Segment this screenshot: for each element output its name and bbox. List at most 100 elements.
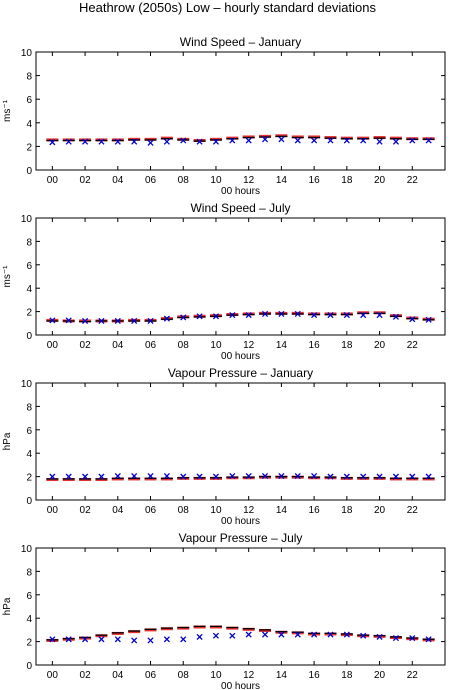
cross-stroke <box>425 137 432 144</box>
cross-mark <box>147 139 154 146</box>
cross-mark <box>147 317 154 325</box>
cross-stroke <box>180 636 187 643</box>
cross-stroke <box>49 473 56 480</box>
x-tick-label: 08 <box>178 175 190 186</box>
x-tick-label: 14 <box>276 670 288 681</box>
x-tick-label: 00 <box>47 340 59 351</box>
cross-mark <box>163 472 170 480</box>
x-tick-label: 16 <box>309 505 321 516</box>
cross-stroke <box>278 631 285 638</box>
cross-stroke <box>98 473 105 480</box>
cross-stroke <box>131 317 138 325</box>
y-tick-label: 0 <box>26 496 32 507</box>
x-axis-label: 00 hours <box>221 351 260 362</box>
cross-mark <box>65 138 72 145</box>
cross-mark <box>360 473 367 480</box>
cross-mark <box>376 312 383 319</box>
y-tick-label: 2 <box>26 308 32 319</box>
cross-stroke <box>294 310 301 317</box>
y-tick-label: 10 <box>21 544 33 555</box>
cross-stroke <box>425 473 432 480</box>
cross-stroke <box>360 137 367 144</box>
y-tick-label: 10 <box>21 48 33 59</box>
x-tick-label: 22 <box>407 340 419 351</box>
x-tick-label: 12 <box>243 670 255 681</box>
cross-mark <box>425 137 432 144</box>
y-tick-label: 10 <box>21 379 33 390</box>
cross-mark <box>180 137 187 144</box>
x-tick-label: 04 <box>112 340 124 351</box>
x-tick-label: 08 <box>178 505 190 516</box>
cross-mark <box>147 472 154 480</box>
cross-stroke <box>278 310 285 317</box>
cross-stroke <box>343 137 350 144</box>
cross-mark <box>278 472 285 480</box>
cross-mark <box>311 137 318 144</box>
cross-stroke <box>409 473 416 480</box>
x-tick-label: 06 <box>145 175 157 186</box>
cross-mark <box>196 473 203 480</box>
cross-stroke <box>327 473 334 480</box>
cross-mark <box>261 310 269 317</box>
x-tick-label: 04 <box>112 175 124 186</box>
x-tick-label: 14 <box>276 505 288 516</box>
plot-frame <box>35 51 446 171</box>
x-axis-label: 00 hours <box>221 516 260 527</box>
cross-mark <box>245 472 252 480</box>
cross-mark <box>163 138 170 145</box>
cross-stroke <box>82 473 89 480</box>
y-tick-label: 6 <box>26 261 32 272</box>
cross-mark <box>294 631 301 638</box>
cross-mark <box>229 312 236 319</box>
cross-mark <box>147 637 154 644</box>
cross-stroke <box>376 633 383 640</box>
cross-stroke <box>49 317 56 324</box>
cross-stroke <box>49 636 56 643</box>
y-tick-label: 8 <box>26 567 32 578</box>
cross-stroke <box>360 312 367 319</box>
x-tick-label: 10 <box>210 340 222 351</box>
cross-stroke <box>98 138 105 145</box>
cross-mark <box>294 137 301 144</box>
cross-mark <box>409 635 416 642</box>
x-tick-label: 06 <box>145 340 157 351</box>
y-tick-label: 4 <box>26 119 32 130</box>
cross-stroke <box>360 473 367 480</box>
cross-stroke <box>376 473 383 480</box>
cross-stroke <box>261 472 269 480</box>
cross-mark <box>180 636 187 643</box>
cross-mark <box>311 472 318 480</box>
cross-mark <box>360 632 367 639</box>
cross-mark <box>212 138 220 145</box>
cross-stroke <box>65 473 72 480</box>
cross-stroke <box>343 473 350 480</box>
cross-mark <box>343 631 350 638</box>
cross-stroke <box>212 138 220 145</box>
cross-stroke <box>65 138 72 145</box>
cross-stroke <box>392 635 399 642</box>
cross-stroke <box>343 631 350 638</box>
cross-mark <box>49 317 56 324</box>
cross-mark <box>278 310 285 317</box>
y-axis-label: ms⁻¹ <box>2 265 13 288</box>
cross-stroke <box>229 632 236 639</box>
cross-stroke <box>392 313 399 320</box>
cross-mark <box>98 473 105 480</box>
cross-stroke <box>278 136 285 143</box>
x-axis-label: 00 hours <box>221 681 260 690</box>
cross-mark <box>131 637 138 644</box>
x-tick-label: 06 <box>145 670 157 681</box>
cross-stroke <box>196 633 203 640</box>
x-tick-label: 08 <box>178 670 190 681</box>
cross-stroke <box>147 637 154 644</box>
cross-mark <box>245 312 252 319</box>
cross-mark <box>114 636 121 643</box>
cross-stroke <box>82 317 89 325</box>
x-tick-label: 00 <box>47 670 59 681</box>
x-tick-label: 22 <box>407 175 419 186</box>
cross-mark <box>49 636 56 643</box>
figure-title: Heathrow (2050s) Low – hourly standard d… <box>78 0 376 15</box>
